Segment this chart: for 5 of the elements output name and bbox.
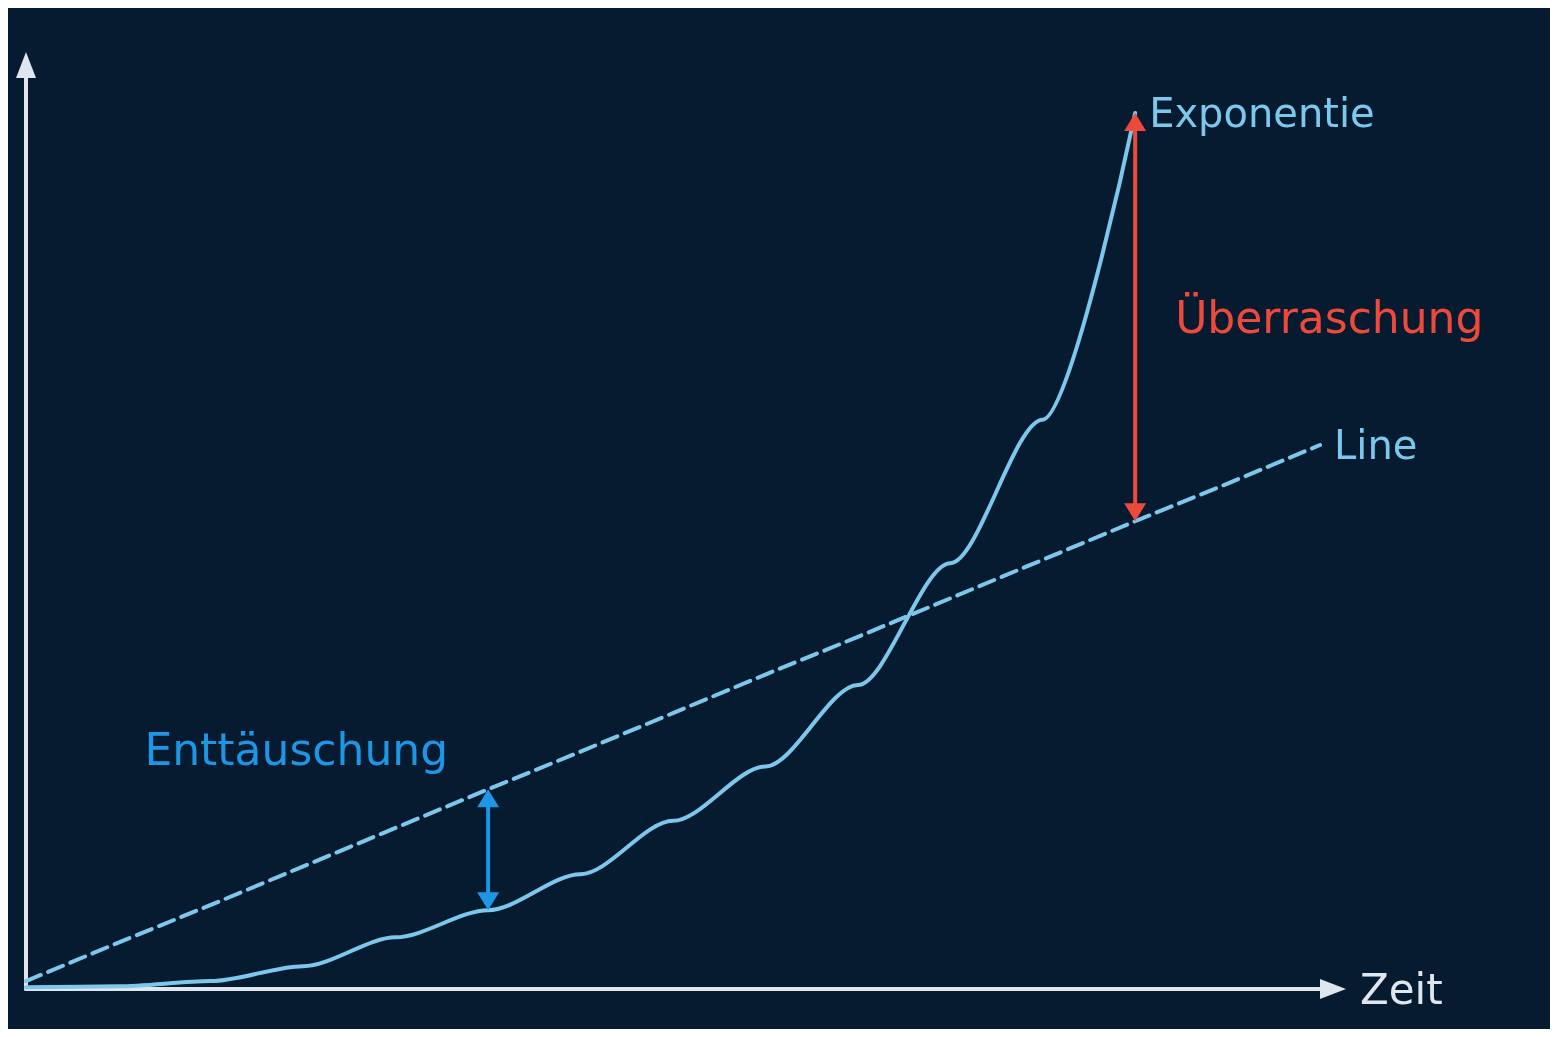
x-axis-title: Zeit	[1360, 964, 1443, 1014]
series-label: Line	[1334, 422, 1418, 469]
series-label: Exponentie	[1149, 90, 1375, 137]
annotation: Enttäuschung	[144, 723, 449, 775]
annotation: Überraschung	[1175, 291, 1484, 343]
